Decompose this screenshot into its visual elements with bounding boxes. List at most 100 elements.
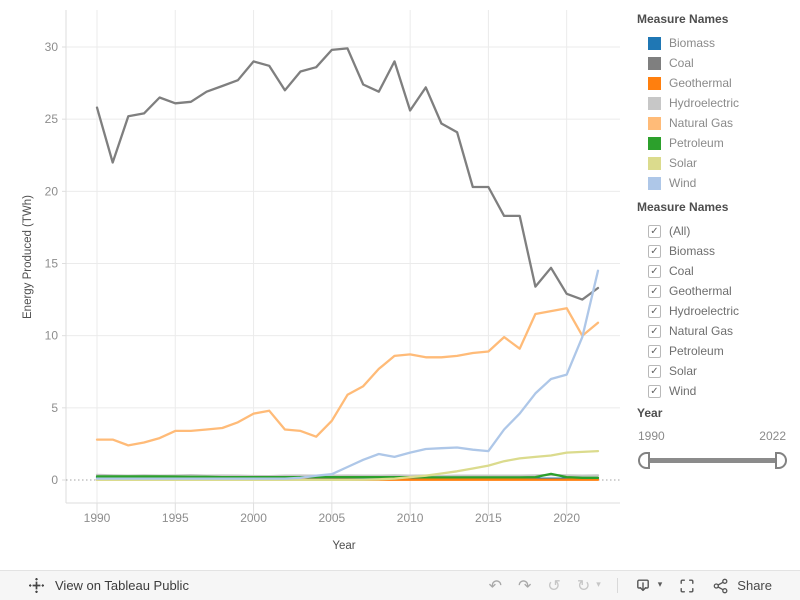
download-icon [636,579,649,592]
legend-label: Solar [669,156,698,170]
filter-label: Petroleum [669,344,724,358]
year-filter-title: Year [637,406,663,420]
legend-item-solar[interactable]: Solar [648,153,787,173]
series-line-petroleum[interactable] [95,472,600,479]
legend-item-petroleum[interactable]: Petroleum [648,133,787,153]
legend-label: Biomass [669,36,716,50]
checkbox-icon[interactable]: ✓ [648,344,661,358]
legend-swatch [648,56,661,70]
filter-title: Measure Names [637,200,729,214]
y-tick-label: 25 [45,112,59,126]
filter-label: Coal [669,264,694,278]
y-tick-label: 5 [51,401,58,415]
legend-item-geothermal[interactable]: Geothermal [648,73,787,93]
series-line-solar[interactable] [95,449,600,482]
refresh-icon[interactable]: ↻ [576,575,591,595]
fullscreen-icon [680,579,694,592]
filter-label: Hydroelectric [669,304,740,318]
series-line-hydroelectric[interactable] [95,473,600,478]
year-range-filter: Year 1990 2022 [637,406,787,469]
year-range-slider[interactable] [638,452,787,469]
legend-label: Hydroelectric [669,96,740,110]
legend-label: Wind [669,176,697,190]
revert-icon[interactable]: ↺ [547,575,561,595]
checkbox-icon[interactable]: ✓ [648,284,661,298]
fullscreen-button[interactable] [678,577,696,595]
filter-item-solar[interactable]: ✓ Solar [648,361,787,381]
legend-swatch [648,96,661,110]
year-range-end: 2022 [759,429,786,443]
caret-down-icon[interactable]: ▾ [657,580,663,590]
y-axis-title: Energy Produced (TWh) [22,195,34,319]
checkbox-icon[interactable]: ✓ [648,364,661,378]
toolbar-divider [616,578,618,593]
filter-item-coal[interactable]: ✓ Coal [648,261,787,281]
filter-label: Natural Gas [669,324,734,338]
filter-item-all[interactable]: ✓ (All) [648,221,787,241]
tableau-logo-icon [29,578,44,593]
legend-swatch [648,76,661,90]
right-panel: Measure Names Biomass Coal Geothermal Hydro… [634,0,800,570]
legend-item-hydroelectric[interactable]: Hydroelectric [648,93,787,113]
filter-item-geothermal[interactable]: ✓ Geothermal [648,281,787,301]
legend-swatch [648,176,661,190]
filter-item-hydroelectric[interactable]: ✓ Hydroelectric [648,301,787,321]
filter-item-natural-gas[interactable]: ✓ Natural Gas [648,321,787,341]
share-button[interactable]: Share [712,577,772,595]
energy-production-line-chart[interactable]: 0 5 10 15 20 25 30 1990 1995 2000 2005 2010 2015 2020… [0,0,634,566]
x-tick-label: 2015 [475,511,502,525]
y-tick-label: 0 [51,473,58,487]
y-tick-label: 10 [45,329,59,343]
x-tick-label: 1990 [84,511,111,525]
x-tick-label: 1995 [162,511,189,525]
year-range-start: 1990 [638,429,665,443]
share-icon [713,578,728,593]
redo-icon[interactable]: ↷ [518,575,532,595]
measure-names-filter: Measure Names ✓ (All) ✓ Biomass ✓ Coal ✓ Geothe… [637,200,787,401]
legend-label: Coal [669,56,694,70]
checkbox-icon[interactable]: ✓ [648,304,661,318]
tableau-dashboard: 0 5 10 15 20 25 30 1990 1995 2000 2005 2010 2015 2020… [0,0,800,570]
series-line-coal[interactable] [95,47,600,301]
filter-label: Wind [669,384,697,398]
tableau-toolbar: View on Tableau Public ↶ ↷ ↺ ↻ ▾ ▾ [0,570,800,600]
legend-label: Petroleum [669,136,724,150]
checkbox-icon[interactable]: ✓ [648,244,661,258]
x-axis-title: Year [332,540,355,552]
undo-icon[interactable]: ↶ [488,575,503,595]
legend-swatch [648,116,661,130]
checkbox-icon[interactable]: ✓ [648,384,661,398]
filter-label: (All) [669,224,691,238]
caret-down-icon[interactable]: ▾ [596,580,601,590]
checkbox-icon[interactable]: ✓ [648,324,661,338]
legend-swatch [648,36,661,50]
series-line-wind[interactable] [95,269,600,480]
slider-handle-end[interactable] [775,452,787,469]
view-on-tableau-public-link[interactable]: View on Tableau Public [55,578,189,593]
legend-item-biomass[interactable]: Biomass [648,33,787,53]
filter-item-petroleum[interactable]: ✓ Petroleum [648,341,787,361]
legend-item-coal[interactable]: Coal [648,53,787,73]
y-tick-label: 15 [45,257,59,271]
series-line-natural-gas[interactable] [95,307,600,447]
legend-label: Geothermal [669,76,732,90]
filter-item-wind[interactable]: ✓ Wind [648,381,787,401]
checkbox-icon[interactable]: ✓ [648,224,661,238]
x-tick-label: 2005 [318,511,345,525]
legend-item-wind[interactable]: Wind [648,173,787,193]
y-tick-label: 20 [45,184,59,198]
checkbox-icon[interactable]: ✓ [648,264,661,278]
filter-item-biomass[interactable]: ✓ Biomass [648,241,787,261]
download-button[interactable] [634,577,652,594]
x-tick-label: 2000 [240,511,267,525]
legend-label: Natural Gas [669,116,734,130]
legend-item-natural-gas[interactable]: Natural Gas [648,113,787,133]
y-tick-label: 30 [45,40,59,54]
slider-track[interactable] [643,458,782,463]
filter-items: ✓ (All) ✓ Biomass ✓ Coal ✓ Geothermal ✓ Hydroelec… [637,221,787,401]
filter-label: Solar [669,364,698,378]
filter-label: Geothermal [669,284,732,298]
x-tick-label: 2020 [553,511,580,525]
slider-handle-start[interactable] [638,452,650,469]
legend-swatch [648,136,661,150]
